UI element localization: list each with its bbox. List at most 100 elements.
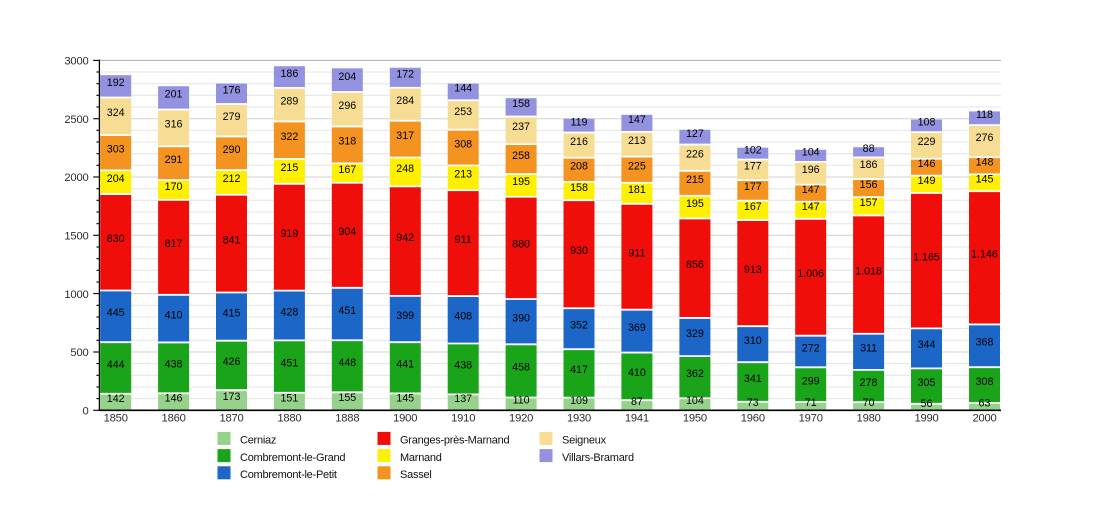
svg-text:942: 942 [396, 232, 414, 244]
svg-text:1860: 1860 [162, 413, 186, 425]
svg-text:1500: 1500 [64, 230, 88, 242]
svg-text:177: 177 [744, 181, 762, 193]
svg-text:208: 208 [570, 161, 588, 173]
svg-text:127: 127 [686, 128, 704, 140]
svg-text:856: 856 [686, 259, 704, 271]
svg-text:237: 237 [512, 121, 530, 133]
svg-text:204: 204 [338, 71, 356, 83]
svg-text:408: 408 [454, 311, 472, 323]
svg-text:1920: 1920 [509, 413, 533, 425]
svg-text:186: 186 [860, 159, 878, 171]
svg-text:291: 291 [165, 154, 183, 166]
svg-text:1880: 1880 [277, 413, 301, 425]
svg-text:289: 289 [280, 95, 298, 107]
svg-text:201: 201 [165, 89, 183, 101]
svg-text:841: 841 [223, 234, 241, 246]
svg-text:Combremont-le-Grand: Combremont-le-Grand [240, 452, 345, 464]
svg-text:1.146: 1.146 [971, 249, 998, 261]
svg-text:170: 170 [165, 181, 183, 193]
svg-text:1950: 1950 [683, 413, 707, 425]
svg-text:1990: 1990 [914, 413, 938, 425]
svg-text:167: 167 [744, 201, 762, 213]
svg-text:303: 303 [107, 144, 125, 156]
svg-text:278: 278 [860, 377, 878, 389]
svg-text:410: 410 [628, 367, 646, 379]
svg-text:410: 410 [165, 309, 183, 321]
svg-text:399: 399 [396, 310, 414, 322]
svg-text:Seigneux: Seigneux [562, 435, 607, 447]
svg-text:167: 167 [338, 164, 356, 176]
svg-text:226: 226 [686, 149, 704, 161]
svg-text:308: 308 [976, 376, 994, 388]
svg-text:913: 913 [744, 264, 762, 276]
svg-text:Sassel: Sassel [400, 469, 432, 481]
svg-text:438: 438 [165, 359, 183, 371]
svg-text:500: 500 [70, 347, 88, 359]
svg-text:196: 196 [802, 164, 820, 176]
svg-text:1970: 1970 [799, 413, 823, 425]
svg-text:229: 229 [918, 136, 936, 148]
svg-text:817: 817 [165, 238, 183, 250]
svg-text:458: 458 [512, 362, 530, 374]
svg-text:212: 212 [223, 173, 241, 185]
svg-text:451: 451 [338, 305, 356, 317]
svg-text:445: 445 [107, 307, 125, 319]
svg-text:390: 390 [512, 312, 530, 324]
svg-text:296: 296 [338, 100, 356, 112]
svg-text:830: 830 [107, 233, 125, 245]
svg-text:Combremont-le-Petit: Combremont-le-Petit [240, 469, 337, 481]
svg-text:311: 311 [860, 343, 877, 355]
svg-text:156: 156 [860, 179, 878, 191]
svg-text:215: 215 [280, 162, 298, 174]
svg-text:148: 148 [976, 157, 994, 169]
svg-text:880: 880 [512, 239, 530, 251]
svg-text:147: 147 [628, 114, 646, 126]
svg-text:Cerniaz: Cerniaz [240, 435, 276, 447]
svg-text:216: 216 [570, 136, 588, 148]
svg-text:147: 147 [802, 201, 820, 213]
svg-text:1000: 1000 [64, 289, 88, 301]
svg-text:104: 104 [802, 147, 820, 159]
svg-text:444: 444 [107, 359, 125, 371]
svg-text:362: 362 [686, 368, 704, 380]
svg-text:213: 213 [628, 135, 646, 147]
svg-text:417: 417 [570, 364, 588, 376]
svg-text:204: 204 [107, 173, 125, 185]
svg-text:919: 919 [280, 228, 298, 240]
svg-text:1900: 1900 [393, 413, 417, 425]
svg-text:155: 155 [338, 392, 356, 404]
svg-text:299: 299 [802, 376, 820, 388]
svg-text:1930: 1930 [567, 413, 591, 425]
svg-text:441: 441 [396, 359, 414, 371]
svg-text:438: 438 [454, 360, 472, 372]
svg-text:911: 911 [455, 234, 472, 246]
svg-text:142: 142 [107, 393, 125, 405]
svg-text:324: 324 [107, 107, 125, 119]
svg-text:173: 173 [223, 391, 241, 403]
svg-text:108: 108 [918, 117, 936, 129]
svg-text:276: 276 [976, 132, 994, 144]
svg-text:415: 415 [223, 307, 241, 319]
svg-text:110: 110 [513, 395, 530, 407]
svg-text:Villars-Bramard: Villars-Bramard [562, 452, 634, 464]
svg-text:248: 248 [396, 163, 414, 175]
svg-text:144: 144 [454, 83, 472, 95]
svg-text:258: 258 [512, 150, 530, 162]
svg-text:71: 71 [805, 397, 817, 409]
svg-text:147: 147 [802, 184, 820, 196]
svg-text:1.018: 1.018 [855, 265, 882, 277]
svg-text:215: 215 [686, 174, 704, 186]
svg-text:118: 118 [976, 109, 993, 121]
svg-text:Marnand: Marnand [400, 452, 442, 464]
svg-text:344: 344 [918, 339, 936, 351]
svg-text:352: 352 [570, 320, 588, 332]
svg-text:119: 119 [570, 117, 587, 129]
svg-text:1.006: 1.006 [797, 268, 824, 280]
svg-text:279: 279 [223, 111, 241, 123]
svg-text:109: 109 [570, 395, 588, 407]
svg-text:186: 186 [280, 68, 298, 80]
svg-text:Granges-près-Marnand: Granges-près-Marnand [400, 435, 509, 447]
svg-text:177: 177 [744, 161, 762, 173]
svg-text:272: 272 [802, 342, 820, 354]
svg-text:225: 225 [628, 161, 646, 173]
